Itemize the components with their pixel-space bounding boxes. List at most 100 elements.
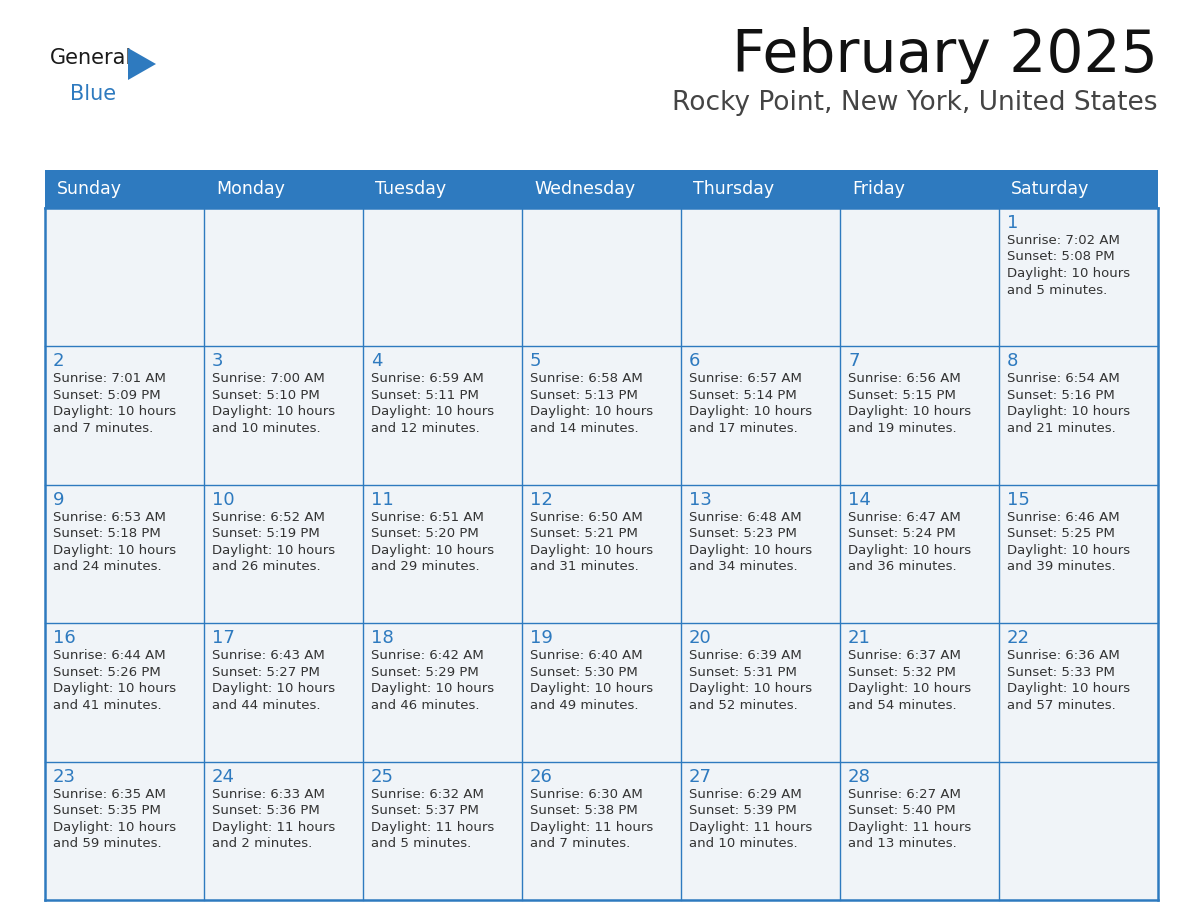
- Text: Daylight: 10 hours: Daylight: 10 hours: [689, 406, 813, 419]
- Text: Sunrise: 6:29 AM: Sunrise: 6:29 AM: [689, 788, 802, 800]
- Text: Sunrise: 6:42 AM: Sunrise: 6:42 AM: [371, 649, 484, 662]
- Text: Daylight: 10 hours: Daylight: 10 hours: [211, 406, 335, 419]
- Text: Daylight: 10 hours: Daylight: 10 hours: [211, 543, 335, 557]
- Text: Sunset: 5:08 PM: Sunset: 5:08 PM: [1007, 251, 1114, 263]
- Text: 19: 19: [530, 629, 552, 647]
- Text: Sunrise: 6:35 AM: Sunrise: 6:35 AM: [53, 788, 166, 800]
- Text: Sunset: 5:15 PM: Sunset: 5:15 PM: [848, 389, 956, 402]
- Text: Sunset: 5:20 PM: Sunset: 5:20 PM: [371, 527, 479, 541]
- Text: 23: 23: [53, 767, 76, 786]
- Text: Sunset: 5:23 PM: Sunset: 5:23 PM: [689, 527, 797, 541]
- Text: 22: 22: [1007, 629, 1030, 647]
- Text: Daylight: 10 hours: Daylight: 10 hours: [848, 682, 971, 695]
- Text: Sunrise: 6:39 AM: Sunrise: 6:39 AM: [689, 649, 802, 662]
- Text: Daylight: 10 hours: Daylight: 10 hours: [371, 543, 494, 557]
- Text: Sunset: 5:25 PM: Sunset: 5:25 PM: [1007, 527, 1114, 541]
- Text: 12: 12: [530, 491, 552, 509]
- Text: 16: 16: [53, 629, 76, 647]
- Text: Sunset: 5:21 PM: Sunset: 5:21 PM: [530, 527, 638, 541]
- Text: and 26 minutes.: and 26 minutes.: [211, 560, 321, 574]
- Text: Sunset: 5:14 PM: Sunset: 5:14 PM: [689, 389, 797, 402]
- Text: Sunrise: 6:50 AM: Sunrise: 6:50 AM: [530, 510, 643, 524]
- Text: and 14 minutes.: and 14 minutes.: [530, 422, 639, 435]
- Text: Daylight: 10 hours: Daylight: 10 hours: [53, 821, 176, 834]
- Text: 21: 21: [848, 629, 871, 647]
- Text: and 24 minutes.: and 24 minutes.: [53, 560, 162, 574]
- Text: Daylight: 10 hours: Daylight: 10 hours: [1007, 267, 1130, 280]
- Text: and 46 minutes.: and 46 minutes.: [371, 699, 480, 711]
- Text: Sunset: 5:10 PM: Sunset: 5:10 PM: [211, 389, 320, 402]
- Text: Sunrise: 6:58 AM: Sunrise: 6:58 AM: [530, 373, 643, 386]
- Text: Sunrise: 6:40 AM: Sunrise: 6:40 AM: [530, 649, 643, 662]
- Text: Sunrise: 6:37 AM: Sunrise: 6:37 AM: [848, 649, 961, 662]
- Text: Sunset: 5:35 PM: Sunset: 5:35 PM: [53, 804, 160, 817]
- Text: 25: 25: [371, 767, 394, 786]
- Text: February 2025: February 2025: [732, 27, 1158, 84]
- Text: Sunset: 5:09 PM: Sunset: 5:09 PM: [53, 389, 160, 402]
- Text: 9: 9: [53, 491, 64, 509]
- Text: Sunrise: 6:57 AM: Sunrise: 6:57 AM: [689, 373, 802, 386]
- Text: 11: 11: [371, 491, 393, 509]
- Text: Sunset: 5:31 PM: Sunset: 5:31 PM: [689, 666, 797, 678]
- Text: and 7 minutes.: and 7 minutes.: [530, 837, 631, 850]
- Text: 15: 15: [1007, 491, 1030, 509]
- Text: Sunset: 5:16 PM: Sunset: 5:16 PM: [1007, 389, 1114, 402]
- Text: Daylight: 10 hours: Daylight: 10 hours: [848, 406, 971, 419]
- Text: Daylight: 10 hours: Daylight: 10 hours: [689, 543, 813, 557]
- Text: 10: 10: [211, 491, 234, 509]
- Text: Sunrise: 7:01 AM: Sunrise: 7:01 AM: [53, 373, 166, 386]
- Text: 26: 26: [530, 767, 552, 786]
- Text: Sunrise: 6:52 AM: Sunrise: 6:52 AM: [211, 510, 324, 524]
- Text: Daylight: 11 hours: Daylight: 11 hours: [371, 821, 494, 834]
- Bar: [45, 208, 1158, 900]
- Text: 5: 5: [530, 353, 542, 370]
- Text: Sunrise: 7:00 AM: Sunrise: 7:00 AM: [211, 373, 324, 386]
- Text: Sunrise: 6:46 AM: Sunrise: 6:46 AM: [1007, 510, 1119, 524]
- Text: and 19 minutes.: and 19 minutes.: [848, 422, 956, 435]
- Text: and 5 minutes.: and 5 minutes.: [371, 837, 472, 850]
- Text: and 52 minutes.: and 52 minutes.: [689, 699, 798, 711]
- Text: Daylight: 11 hours: Daylight: 11 hours: [689, 821, 813, 834]
- Text: Daylight: 11 hours: Daylight: 11 hours: [848, 821, 972, 834]
- Text: and 29 minutes.: and 29 minutes.: [371, 560, 480, 574]
- Text: and 31 minutes.: and 31 minutes.: [530, 560, 639, 574]
- Text: 24: 24: [211, 767, 235, 786]
- Text: Sunset: 5:29 PM: Sunset: 5:29 PM: [371, 666, 479, 678]
- Text: Blue: Blue: [70, 84, 116, 104]
- Text: Sunset: 5:30 PM: Sunset: 5:30 PM: [530, 666, 638, 678]
- Text: and 59 minutes.: and 59 minutes.: [53, 837, 162, 850]
- Text: Sunrise: 6:59 AM: Sunrise: 6:59 AM: [371, 373, 484, 386]
- Text: Daylight: 11 hours: Daylight: 11 hours: [530, 821, 653, 834]
- Text: Monday: Monday: [216, 180, 285, 198]
- Text: 14: 14: [848, 491, 871, 509]
- Text: Daylight: 10 hours: Daylight: 10 hours: [211, 682, 335, 695]
- Bar: [45, 170, 1158, 208]
- Text: 2: 2: [53, 353, 64, 370]
- Text: and 36 minutes.: and 36 minutes.: [848, 560, 956, 574]
- Text: 13: 13: [689, 491, 712, 509]
- Polygon shape: [128, 48, 156, 80]
- Text: and 39 minutes.: and 39 minutes.: [1007, 560, 1116, 574]
- Text: Friday: Friday: [852, 180, 905, 198]
- Text: 3: 3: [211, 353, 223, 370]
- Text: Sunset: 5:32 PM: Sunset: 5:32 PM: [848, 666, 956, 678]
- Text: 8: 8: [1007, 353, 1018, 370]
- Text: Sunrise: 6:56 AM: Sunrise: 6:56 AM: [848, 373, 961, 386]
- Text: 20: 20: [689, 629, 712, 647]
- Text: Sunrise: 6:30 AM: Sunrise: 6:30 AM: [530, 788, 643, 800]
- Text: Sunset: 5:27 PM: Sunset: 5:27 PM: [211, 666, 320, 678]
- Text: Daylight: 10 hours: Daylight: 10 hours: [1007, 543, 1130, 557]
- Text: and 2 minutes.: and 2 minutes.: [211, 837, 312, 850]
- Text: and 44 minutes.: and 44 minutes.: [211, 699, 321, 711]
- Text: Saturday: Saturday: [1011, 180, 1089, 198]
- Text: Sunrise: 6:47 AM: Sunrise: 6:47 AM: [848, 510, 961, 524]
- Text: Tuesday: Tuesday: [375, 180, 447, 198]
- Text: 28: 28: [848, 767, 871, 786]
- Text: Sunrise: 6:54 AM: Sunrise: 6:54 AM: [1007, 373, 1120, 386]
- Text: Sunset: 5:36 PM: Sunset: 5:36 PM: [211, 804, 320, 817]
- Text: 18: 18: [371, 629, 393, 647]
- Text: and 12 minutes.: and 12 minutes.: [371, 422, 480, 435]
- Text: 4: 4: [371, 353, 383, 370]
- Text: Sunrise: 6:32 AM: Sunrise: 6:32 AM: [371, 788, 484, 800]
- Text: 17: 17: [211, 629, 235, 647]
